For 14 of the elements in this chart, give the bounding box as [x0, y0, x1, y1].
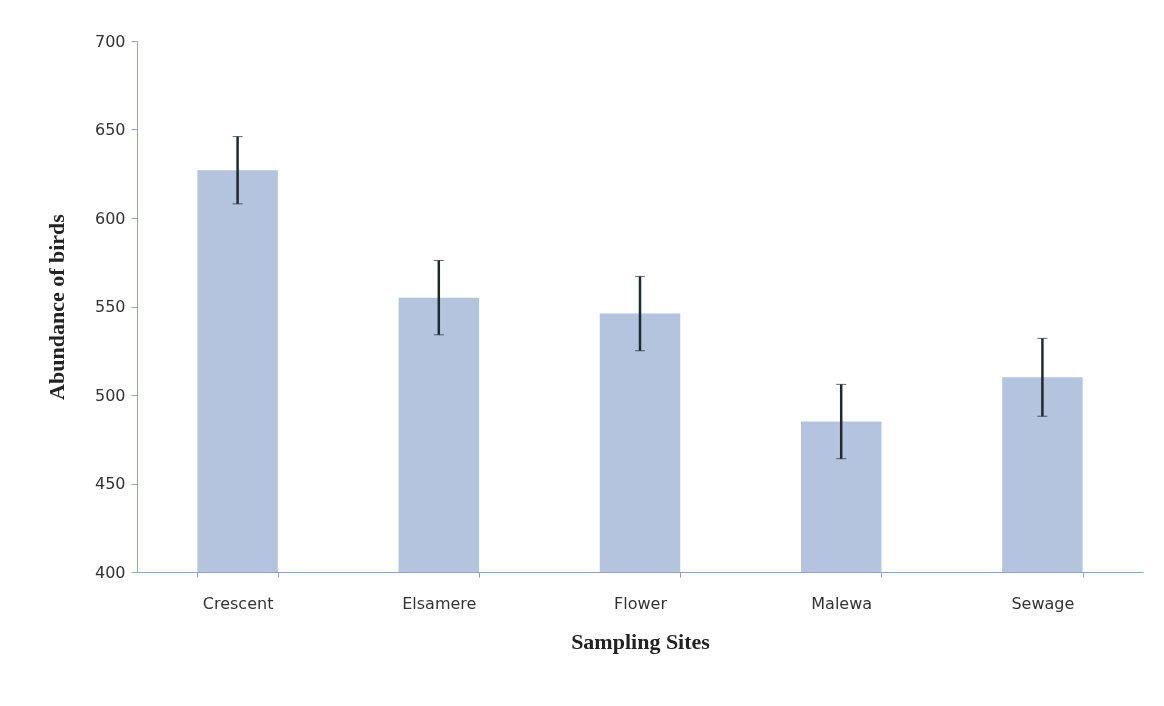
x-tick-label: Elsamere	[402, 593, 477, 613]
y-tick-label: 450	[94, 474, 126, 493]
x-axis-title: Sampling Sites	[571, 628, 711, 654]
y-tick-label: 550	[94, 297, 126, 316]
y-tick-label: 700	[94, 31, 126, 51]
x-tick-label: Flower	[614, 593, 668, 613]
x-tick-label: Sewage	[1011, 593, 1075, 613]
y-tick-label: 500	[94, 385, 126, 405]
y-axis-title: Abundance of birds	[43, 213, 69, 400]
y-tick-label: 600	[94, 208, 126, 228]
y-tick-label: 400	[94, 562, 126, 582]
x-tick-label: Crescent	[202, 593, 274, 613]
y-tick-label: 650	[94, 120, 126, 139]
x-tick-label: Malewa	[811, 593, 873, 613]
